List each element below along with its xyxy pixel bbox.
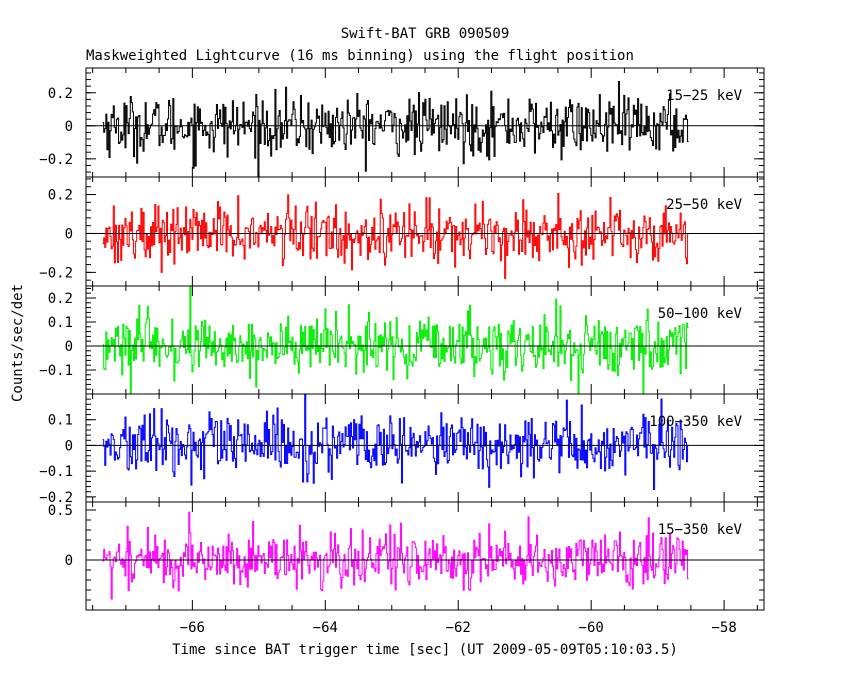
y-tick-label-1-1: −0.2 [39,152,73,168]
panel-4: −0.2 −0.1 0 0.1 100−350 keV [39,393,765,506]
x-axis-label: Time since BAT trigger time [sec] (UT 20… [172,642,678,658]
panel-5: 0 0.5 15−350 keV [48,501,765,611]
y-tick-label-4-1: −0.2 [39,490,73,506]
y-tick-label-4-3: 0 [65,438,73,454]
x-tick-label-1: −66 [180,620,205,636]
x-tick-label-5: −58 [711,620,736,636]
y-tick-label-5-1: 0 [65,553,73,569]
y-tick-label-5-2: 0.5 [48,503,73,519]
chart-subtitle: Maskweighted Lightcurve (16 ms binning) … [86,48,634,64]
y-tick-label-3-2: 0 [65,339,73,355]
y-tick-label-3-1: −0.1 [39,363,73,379]
y-tick-label-3-3: 0.1 [48,315,73,331]
y-tick-label-1-3: 0.2 [48,86,73,102]
series-line-1 [102,81,689,177]
panel-3: −0.1 0 0.1 0.2 50−100 keV [39,285,765,395]
y-tick-label-2-3: 0.2 [48,188,73,204]
y-axis-label: Counts/sec/det [10,284,26,402]
series-line-5 [102,511,689,600]
panel-label-3: 50−100 keV [658,306,743,322]
series-line-2 [102,193,689,279]
y-tick-label-3-4: 0.2 [48,291,73,307]
y-tick-label-2-2: 0 [65,226,73,242]
x-tick-label-4: −60 [579,620,604,636]
panel-label-1: 15−25 keV [666,88,742,104]
series-line-4 [102,394,689,490]
y-tick-label-2-1: −0.2 [39,265,73,281]
x-tick-label-2: −64 [313,620,338,636]
x-tick-label-3: −62 [446,620,471,636]
chart-title: Swift-BAT GRB 090509 [341,26,510,42]
panel-label-4: 100−350 keV [649,414,742,430]
panel-label-5: 15−350 keV [658,522,743,538]
panel-label-2: 25−50 keV [666,197,742,213]
y-tick-label-1-2: 0 [65,119,73,135]
y-tick-label-4-2: −0.1 [39,464,73,480]
panels-group: −0.200.2 15−25 keV−0.200.225−50 keV−0.100… [39,67,765,636]
y-tick-label-4-4: 0.1 [48,413,73,429]
